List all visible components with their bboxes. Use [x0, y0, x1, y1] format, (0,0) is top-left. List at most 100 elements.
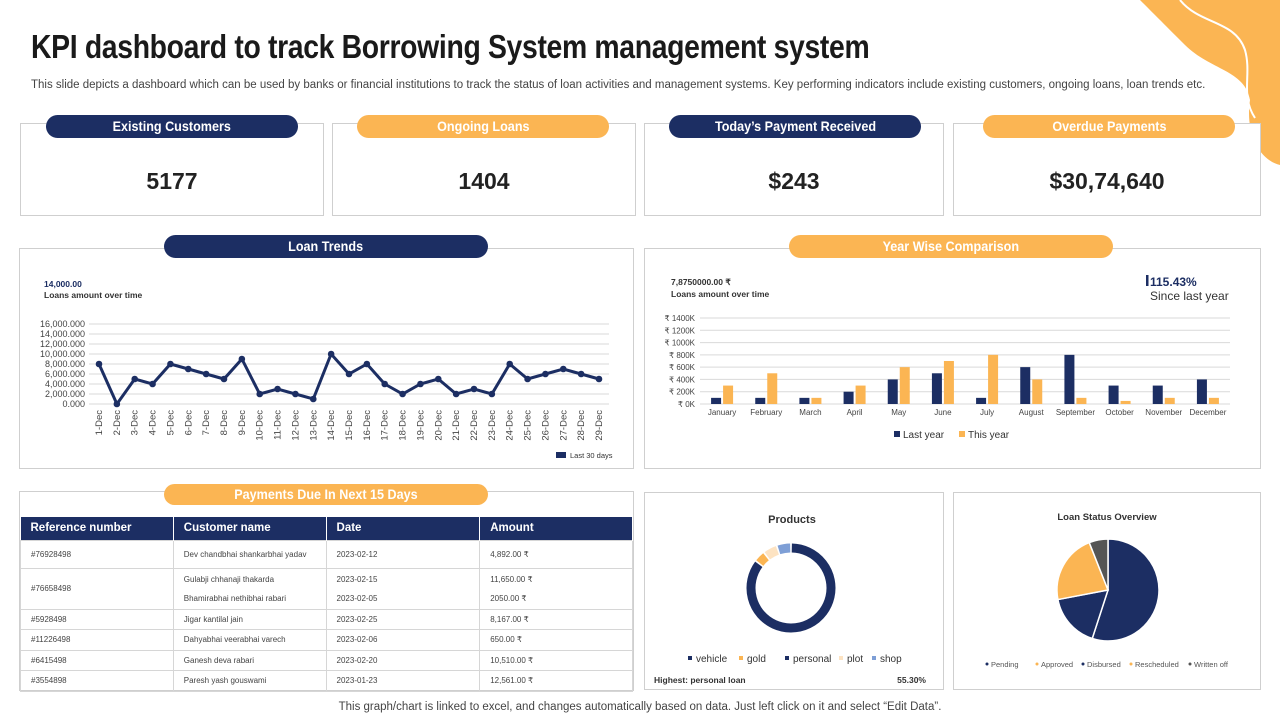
date-cell: 2023-02-25 — [325, 608, 481, 630]
x-tick-label: 28-Dec — [576, 410, 587, 441]
legend-swatch-gold — [739, 656, 743, 660]
bar-last-year — [755, 397, 766, 404]
y-tick-label: ₹ 1400K — [665, 314, 696, 323]
payments-table: Reference number Customer name Date Amou… — [20, 517, 633, 692]
bar-this-year — [899, 367, 910, 404]
data-point — [542, 370, 549, 378]
legend-label-vehicle: vehicle — [696, 654, 728, 665]
legend-swatch-shop — [872, 656, 876, 660]
page-title: KPI dashboard to track Borrowing System … — [31, 28, 870, 65]
kpi-value: 1404 — [458, 168, 510, 194]
legend-label-shop: shop — [880, 654, 902, 665]
data-point — [452, 390, 460, 398]
legend-swatch — [1081, 662, 1085, 666]
bar-this-year — [811, 397, 822, 404]
bar-this-year — [855, 385, 866, 404]
y-tick-label: 0.000 — [62, 399, 85, 409]
x-tick-label: October — [1105, 408, 1134, 417]
y-tick-label: 4,000.000 — [45, 379, 85, 389]
table-row[interactable]: #6415498 Ganesh deva rabari 2023-02-20 1… — [20, 649, 633, 671]
data-point — [345, 370, 353, 378]
reference-cell: #6415498 — [20, 649, 174, 671]
kpi-value: $243 — [768, 168, 820, 194]
table-row[interactable]: #76928498 Dev chandbhai shankarbhai yada… — [20, 539, 633, 569]
data-point — [470, 385, 478, 393]
date-cell: 2023-02-15 2023-02-05 — [325, 567, 481, 610]
x-tick-label: 22-Dec — [469, 410, 480, 441]
x-tick-label: 19-Dec — [415, 410, 426, 441]
bar-this-year — [723, 385, 734, 404]
data-point — [220, 375, 228, 383]
table-row[interactable]: #76658498 Gulabji chhanaji thakarda Bham… — [20, 567, 633, 610]
data-point — [488, 390, 496, 398]
legend-label-personal: personal — [793, 654, 831, 665]
date-cell: 2023-02-20 — [325, 649, 481, 671]
amount-cell: 10,510.00 ₹ — [479, 649, 633, 671]
column-header-amount: Amount — [479, 517, 633, 540]
bar-this-year — [1120, 400, 1131, 404]
date-cell: 2023-01-23 — [325, 669, 481, 692]
legend-label-last-year: Last year — [903, 430, 945, 441]
customer-name: Bhamirabhai nethibhai rabari — [183, 593, 287, 603]
legend-swatch-personal — [785, 656, 789, 660]
x-tick-label: 1-Dec — [94, 410, 105, 436]
bar-this-year — [1076, 397, 1087, 404]
x-tick-label: December — [1189, 408, 1226, 417]
data-point — [167, 360, 174, 368]
bar-this-year — [1164, 397, 1175, 404]
year-wise-caption: Loans amount over time — [671, 289, 770, 299]
bar-last-year — [976, 397, 987, 404]
data-point — [506, 360, 514, 368]
x-tick-label: 26-Dec — [540, 410, 551, 441]
y-tick-label: ₹ 0K — [678, 400, 696, 409]
data-point — [434, 375, 442, 383]
legend-swatch-this-year — [959, 431, 965, 437]
x-tick-label: April — [847, 408, 863, 417]
reference-cell: #5928498 — [20, 608, 174, 630]
bar-this-year — [1208, 397, 1219, 404]
y-tick-label: ₹ 200K — [669, 388, 696, 397]
data-point — [417, 380, 424, 388]
legend-swatch — [1129, 662, 1133, 666]
products-chart: Products vehicle gold personal plot shop Hig… — [654, 514, 926, 685]
customer-cell: Paresh yash gouswami — [172, 669, 327, 692]
y-tick-label: ₹ 800K — [669, 351, 696, 360]
legend-swatch — [1188, 662, 1192, 666]
x-tick-label: 29-Dec — [594, 410, 605, 441]
table-row[interactable]: #5928498 Jigar kantilal jain 2023-02-25 … — [20, 608, 633, 630]
kpi-card-overdue-payments: $30,74,640 — [953, 123, 1261, 216]
x-tick-label: June — [934, 408, 952, 417]
legend-label: Pending — [991, 660, 1019, 669]
x-tick-label: February — [750, 408, 782, 417]
y-tick-label: 12,000.000 — [40, 339, 85, 349]
x-tick-label: 21-Dec — [451, 410, 462, 441]
x-tick-label: 11-Dec — [273, 410, 284, 440]
amount-cell: 4,892.00 ₹ — [479, 539, 633, 569]
bar-this-year — [988, 354, 999, 404]
amount-cell: 8,167.00 ₹ — [479, 608, 633, 630]
legend-label-this-year: This year — [968, 430, 1010, 441]
date-value: 2023-02-15 — [336, 574, 378, 584]
y-tick-label: 10,000.000 — [40, 349, 85, 359]
kpi-label-overdue-payments: Overdue Payments — [983, 115, 1235, 138]
corner-decoration — [1140, 0, 1280, 165]
legend-swatch-plot — [839, 656, 843, 660]
table-row[interactable]: #11226498 Dahyabhai veerabhai varech 202… — [20, 628, 633, 651]
customer-cell: Dahyabhai veerabhai varech — [172, 628, 327, 651]
data-point — [184, 365, 192, 373]
x-tick-label: July — [980, 408, 994, 417]
x-tick-label: May — [891, 408, 906, 417]
loan-trends-amount: 14,000.00 — [44, 279, 82, 289]
x-tick-label: 8-Dec — [219, 410, 230, 436]
bar-last-year — [1020, 367, 1031, 404]
kpi-value: $30,74,640 — [1049, 168, 1165, 194]
legend-label: Written off — [1194, 660, 1229, 669]
products-panel — [644, 492, 944, 690]
column-header-reference: Reference number — [20, 517, 174, 540]
reference-cell: #76928498 — [20, 539, 174, 569]
date-value: 2023-02-05 — [336, 593, 378, 603]
table-row[interactable]: #3554898 Paresh yash gouswami 2023-01-23… — [20, 669, 633, 692]
data-point — [363, 360, 371, 368]
x-tick-label: 6-Dec — [183, 410, 194, 436]
pie-slice-pending — [1091, 538, 1160, 642]
